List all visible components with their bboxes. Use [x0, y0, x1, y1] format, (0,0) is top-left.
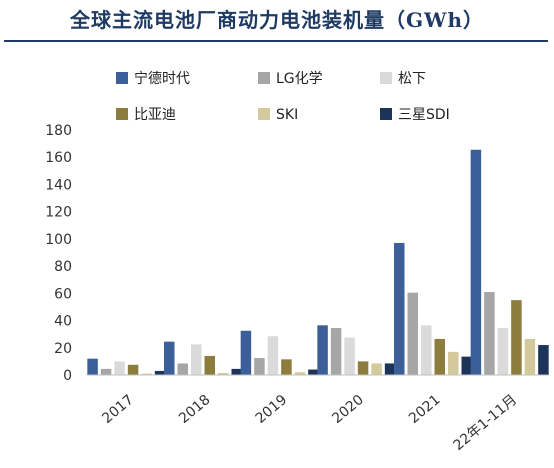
- bar: [344, 337, 355, 375]
- legend-swatch: [258, 108, 270, 120]
- bars: [87, 149, 549, 375]
- chart-title: 全球主流电池厂商动力电池装机量（GWh）: [69, 8, 485, 32]
- y-tick-label: 60: [54, 286, 72, 302]
- bar: [191, 344, 202, 375]
- bar: [357, 361, 369, 375]
- bar: [114, 361, 125, 375]
- y-tick-label: 140: [45, 177, 72, 193]
- y-tick-label: 180: [45, 123, 72, 139]
- x-tick-label: 2017: [99, 392, 137, 427]
- bar: [330, 328, 342, 375]
- legend-swatch: [258, 72, 270, 84]
- x-tick-label: 2018: [176, 392, 214, 427]
- bar: [470, 149, 482, 375]
- bar: [240, 330, 252, 375]
- legend-swatch: [380, 108, 392, 120]
- bar: [317, 325, 328, 375]
- bar: [308, 369, 319, 375]
- bar: [421, 325, 432, 375]
- bar: [154, 370, 166, 375]
- legend-label: 比亚迪: [134, 107, 176, 123]
- bar: [164, 341, 175, 375]
- x-tick-label: 2021: [406, 392, 444, 427]
- bar: [484, 291, 495, 375]
- legend-swatch: [380, 72, 392, 84]
- y-tick-label: 120: [45, 205, 72, 221]
- bar: [434, 338, 445, 375]
- bar: [461, 356, 472, 375]
- bar: [538, 345, 549, 375]
- legend-swatch: [116, 72, 128, 84]
- bar: [371, 363, 382, 375]
- x-tick-label: 22年1-11月: [451, 392, 521, 454]
- bar: [407, 292, 418, 375]
- bar: [177, 363, 188, 375]
- legend-label: LG化学: [276, 71, 323, 87]
- legend-label: 三星SDI: [398, 107, 450, 123]
- title-underline: [4, 40, 548, 42]
- bar: [204, 355, 215, 375]
- bar: [294, 372, 306, 375]
- x-tick-label: 2020: [329, 392, 367, 427]
- bar: [497, 328, 509, 375]
- y-tick-label: 0: [63, 368, 72, 384]
- bar: [231, 368, 242, 375]
- bar: [448, 351, 459, 375]
- bar: [100, 368, 112, 375]
- x-axis: 2017 2018 2019 2020 2021 22年1-11月: [88, 374, 548, 454]
- bar: [127, 364, 139, 375]
- y-tick-label: 160: [45, 150, 72, 166]
- legend-swatch: [116, 108, 128, 120]
- y-tick-label: 40: [54, 314, 72, 330]
- y-axis: 0 20 40 60 80 100 120 140 160 180: [45, 123, 72, 384]
- bar: [524, 338, 536, 375]
- y-tick-label: 20: [54, 341, 72, 357]
- bar: [384, 363, 396, 375]
- bar: [87, 358, 98, 375]
- bar: [218, 372, 229, 375]
- y-tick-label: 100: [45, 232, 72, 248]
- bar: [511, 300, 522, 375]
- legend-label: SKI: [276, 107, 298, 123]
- legend-label: 松下: [398, 71, 426, 87]
- bar: [254, 357, 265, 375]
- bar: [141, 373, 152, 375]
- bar: [394, 242, 405, 375]
- bar: [267, 336, 279, 375]
- y-tick-label: 80: [54, 259, 72, 275]
- x-tick-label: 2019: [253, 392, 291, 427]
- bar: [281, 359, 292, 375]
- legend-label: 宁德时代: [134, 70, 190, 87]
